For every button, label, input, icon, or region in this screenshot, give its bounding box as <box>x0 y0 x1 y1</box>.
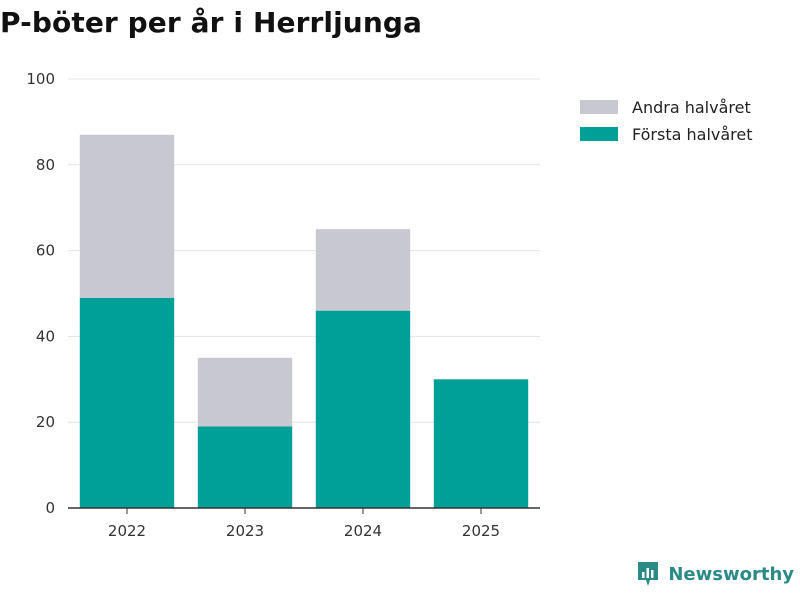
y-tick-label: 20 <box>36 413 55 431</box>
newsworthy-logo-icon <box>638 562 659 586</box>
y-tick-label: 0 <box>45 499 55 517</box>
x-tick-label: 2025 <box>462 522 500 540</box>
legend-swatch <box>580 100 618 114</box>
x-tick-label: 2024 <box>344 522 382 540</box>
brand-name: Newsworthy <box>668 563 794 585</box>
chart-title: P-böter per år i Herrljunga <box>0 6 422 39</box>
y-tick-label: 80 <box>36 156 55 174</box>
y-tick-label: 100 <box>26 70 55 88</box>
x-tick-label: 2023 <box>226 522 264 540</box>
y-tick-label: 40 <box>36 327 55 345</box>
bar-segment <box>197 357 293 427</box>
bar-segment <box>315 229 411 311</box>
legend-label: Första halvåret <box>632 125 753 144</box>
x-axis-ticks: 2022 2023 2024 2025 <box>108 508 500 540</box>
legend: Andra halvåret Första halvåret <box>580 98 753 144</box>
bar-segment <box>79 134 175 298</box>
brand-logo: Newsworthy <box>636 560 794 588</box>
legend-label: Andra halvåret <box>632 98 751 117</box>
bar-segment <box>315 310 411 508</box>
y-tick-label: 60 <box>36 242 55 260</box>
x-tick-label: 2022 <box>108 522 146 540</box>
legend-swatch <box>580 127 618 141</box>
bar-segment <box>79 297 175 508</box>
bar-segment <box>197 426 293 508</box>
bar-segment <box>433 379 529 508</box>
bars <box>79 134 529 508</box>
y-axis-ticks: 0 20 40 60 80 100 <box>26 70 55 517</box>
